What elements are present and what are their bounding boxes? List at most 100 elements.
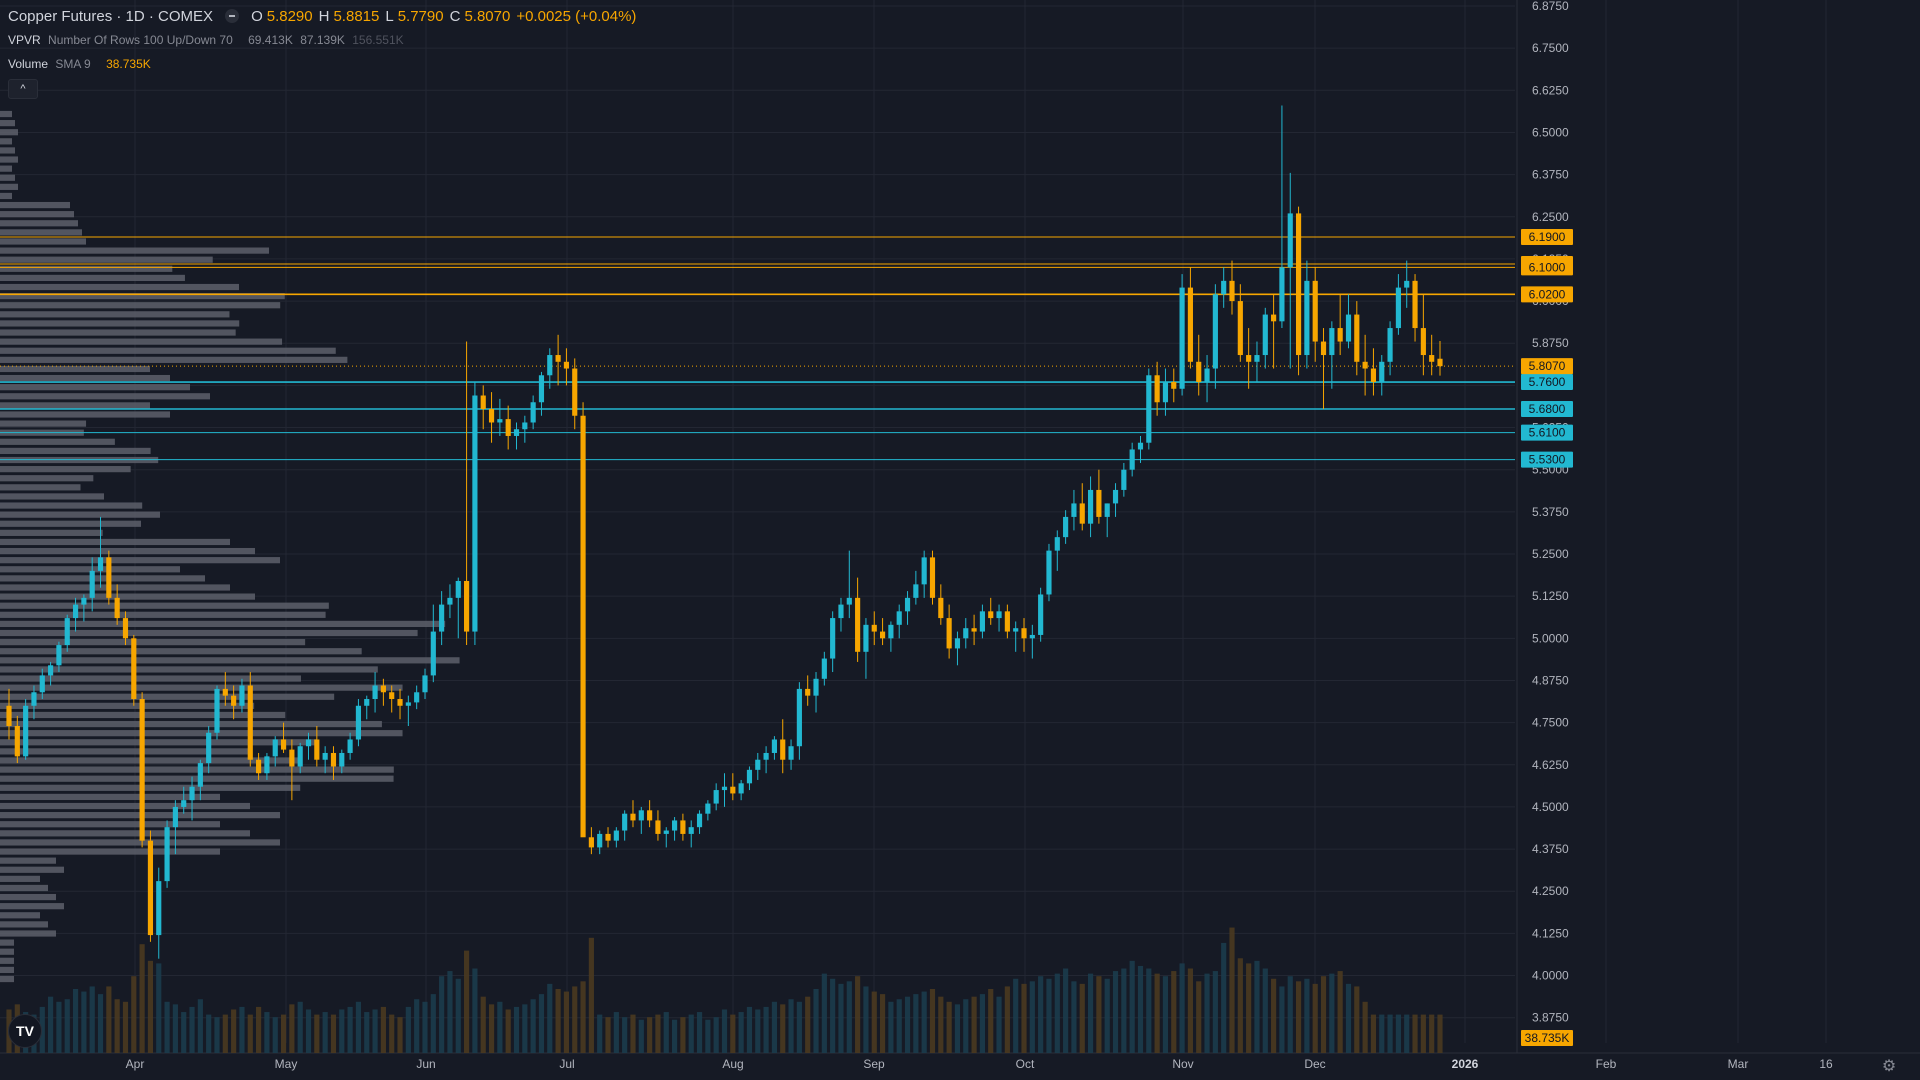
candle-body bbox=[222, 688, 228, 696]
candle-body bbox=[1212, 294, 1218, 369]
volume-bar bbox=[572, 986, 578, 1053]
volume-profile-bar bbox=[0, 648, 362, 655]
volume-bar bbox=[1196, 981, 1202, 1053]
candle-body bbox=[971, 628, 977, 632]
volume-profile-bar bbox=[0, 657, 460, 664]
candle-body bbox=[1196, 361, 1202, 383]
candle-body bbox=[580, 415, 586, 838]
candle-body bbox=[830, 618, 836, 659]
settings-gear-icon[interactable]: ⚙ bbox=[1881, 1058, 1897, 1075]
time-tick-label: Aug bbox=[722, 1057, 743, 1071]
volume-bar bbox=[364, 1012, 370, 1053]
volume-bar bbox=[1362, 1001, 1368, 1053]
price-axis[interactable]: 6.87506.75006.62506.50006.37506.25006.12… bbox=[1532, 0, 1569, 1025]
volume-bar bbox=[131, 976, 137, 1053]
volume-bar bbox=[555, 989, 561, 1053]
vpvr-name[interactable]: VPVR bbox=[8, 33, 41, 47]
volume-bar bbox=[730, 1014, 736, 1053]
volume-profile-bar bbox=[0, 884, 48, 892]
candle-body bbox=[1171, 382, 1177, 389]
volume-profile-bar bbox=[0, 411, 170, 418]
volume-bar bbox=[896, 999, 902, 1053]
symbol-name[interactable]: Copper Futures · 1D · COMEX bbox=[8, 8, 214, 25]
volume-bar bbox=[56, 1001, 62, 1053]
market-status-icon[interactable] bbox=[225, 9, 240, 23]
volume-bar bbox=[497, 1001, 503, 1053]
volume-bar bbox=[1204, 973, 1210, 1053]
candle-body bbox=[1021, 628, 1027, 639]
volume-bar bbox=[297, 1001, 303, 1053]
volume-profile-bar bbox=[0, 948, 14, 955]
candle-body bbox=[322, 752, 328, 760]
volume-bar bbox=[156, 963, 162, 1053]
collapse-legend-button[interactable]: ^ bbox=[8, 79, 38, 99]
volume-profile-bar bbox=[0, 402, 150, 409]
volume-bar bbox=[289, 1004, 295, 1053]
candle-body bbox=[630, 813, 636, 821]
price-tick-label: 6.6250 bbox=[1532, 83, 1569, 97]
volume-bar bbox=[339, 1009, 345, 1053]
price-levels bbox=[0, 236, 1515, 461]
candle-body bbox=[239, 685, 245, 706]
volume-bar bbox=[1304, 978, 1310, 1053]
price-tick-label: 5.3750 bbox=[1532, 505, 1569, 519]
volume-bar bbox=[1279, 986, 1285, 1053]
volume-profile-bar bbox=[0, 529, 103, 536]
candle-body bbox=[422, 675, 428, 693]
vpvr-legend[interactable]: VPVR Number Of Rows 100 Up/Down 70 69.41… bbox=[8, 33, 408, 47]
candle-body bbox=[622, 813, 628, 831]
price-tick-label: 5.2500 bbox=[1532, 547, 1569, 561]
volume-profile-bar bbox=[0, 757, 301, 764]
volume-profile-bar bbox=[0, 347, 336, 354]
price-level-label: 5.6100 bbox=[1529, 426, 1566, 440]
volume-bar bbox=[663, 1012, 669, 1053]
symbol-legend[interactable]: Copper Futures · 1D · COMEX O 5.8290 H 5.881… bbox=[8, 8, 642, 25]
volume-legend[interactable]: Volume SMA 9 38.735K bbox=[8, 57, 155, 71]
tradingview-logo[interactable]: TV bbox=[8, 1014, 42, 1048]
volume-profile-bar bbox=[0, 365, 150, 373]
volume-bar bbox=[389, 1014, 395, 1053]
volume-bar bbox=[672, 1019, 678, 1053]
price-tick-label: 6.5000 bbox=[1532, 125, 1569, 139]
volume-bar bbox=[946, 1001, 952, 1053]
volume-bar bbox=[464, 950, 470, 1053]
time-axis[interactable]: Apr May Jun Jul Aug Sep Oct Nov Dec 2026 Feb Mar 16 bbox=[126, 1057, 1833, 1071]
volume-bar bbox=[988, 989, 994, 1053]
volume-bar bbox=[430, 994, 436, 1053]
volume-bar bbox=[139, 944, 145, 1053]
volume-bar bbox=[1379, 1014, 1385, 1053]
volume-bar bbox=[422, 1001, 428, 1053]
volume-name[interactable]: Volume bbox=[8, 57, 49, 71]
volume-bar bbox=[805, 996, 811, 1053]
candle-body bbox=[838, 604, 844, 619]
candle-body bbox=[655, 820, 661, 834]
candle-body bbox=[1279, 267, 1285, 322]
volume-bar bbox=[197, 999, 203, 1053]
candle-body bbox=[256, 759, 262, 774]
volume-bar bbox=[1079, 983, 1085, 1053]
price-tick-label: 4.7500 bbox=[1532, 716, 1569, 730]
candle-body bbox=[1229, 280, 1235, 302]
price-tick-label: 4.6250 bbox=[1532, 758, 1569, 772]
volume-profile-bar bbox=[0, 848, 220, 855]
volume-profile-bar bbox=[0, 274, 185, 282]
candle-body bbox=[1429, 355, 1435, 362]
volume-bar bbox=[355, 1001, 362, 1053]
volume-profile-bar bbox=[0, 975, 14, 983]
candle-body bbox=[1370, 368, 1377, 383]
price-tick-label: 5.8750 bbox=[1532, 336, 1569, 350]
candle-body bbox=[389, 692, 395, 700]
time-tick-label: Apr bbox=[126, 1057, 145, 1071]
volume-profile-bar bbox=[0, 283, 239, 291]
candle-body bbox=[680, 820, 686, 834]
volume-profile-bar bbox=[0, 447, 151, 455]
candle-body bbox=[979, 611, 985, 632]
candle-body bbox=[1146, 375, 1152, 443]
volume-bar bbox=[971, 996, 977, 1053]
volume-bar bbox=[1112, 971, 1119, 1053]
candle-body bbox=[314, 739, 320, 760]
volume-bar bbox=[414, 999, 420, 1053]
volume-profile-bar bbox=[0, 966, 14, 974]
volume-profile-bar bbox=[0, 511, 160, 518]
